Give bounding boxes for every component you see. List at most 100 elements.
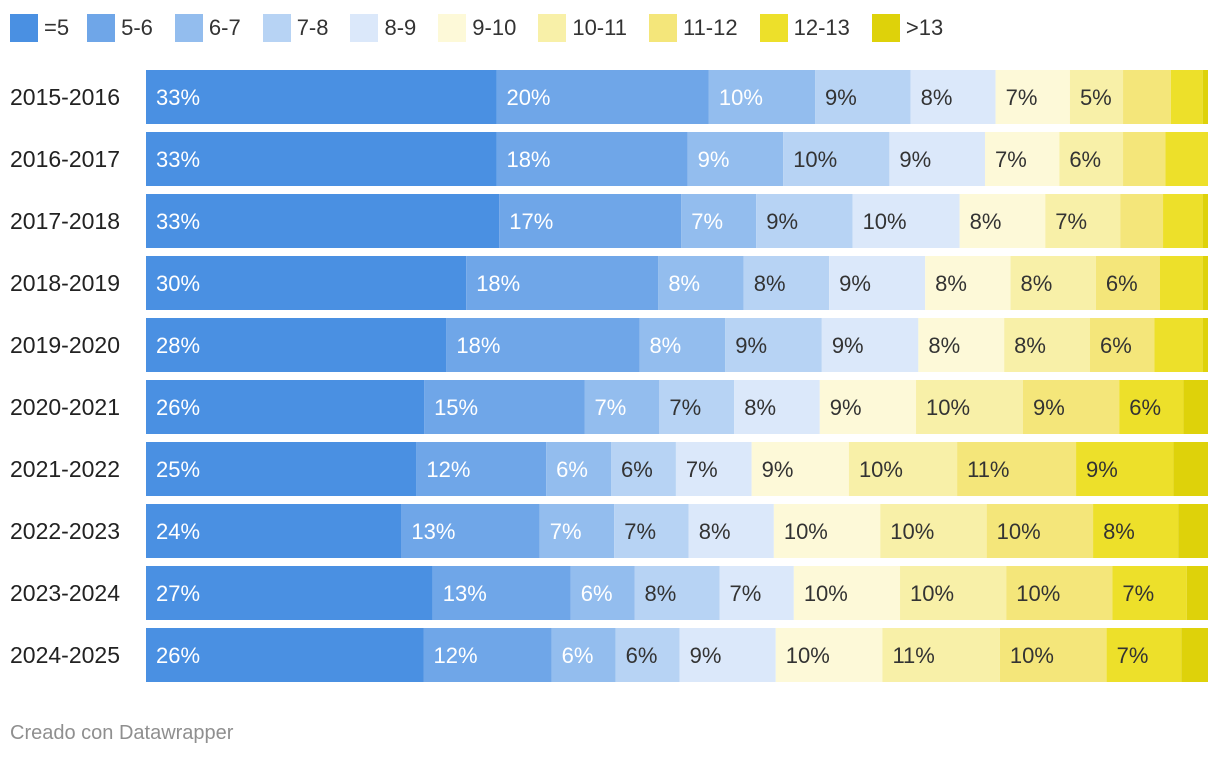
data-label: 30% [156, 271, 200, 296]
data-label: 28% [156, 333, 200, 358]
data-label: 11% [967, 457, 1009, 482]
bar-segment [725, 318, 822, 372]
bar-segment [639, 318, 726, 372]
bar-segment [1022, 380, 1120, 434]
bar-segment [1202, 194, 1208, 248]
legend-label: 11-12 [682, 15, 738, 40]
bar-segment [719, 566, 794, 620]
bar-segment [984, 132, 1060, 186]
bar-segment [1154, 318, 1203, 372]
data-label: 7% [1117, 643, 1149, 668]
data-label: 6% [556, 457, 588, 482]
data-label: 6% [626, 643, 658, 668]
stacked-bar-chart: 2015-2016 33% 20% 10% 9% 8% 7% 5% 2016-2017 33% 18… [10, 70, 1208, 682]
data-label: 8% [928, 333, 960, 358]
bar-segment [1119, 380, 1184, 434]
data-label: 10% [890, 519, 934, 544]
bar-segment [1165, 132, 1208, 186]
bar-segment [1120, 194, 1164, 248]
data-label: 6% [562, 643, 594, 668]
row-label: 2016-2017 [10, 146, 120, 172]
data-label: 7% [1122, 581, 1154, 606]
bar-segment [423, 628, 552, 682]
data-label: 10% [997, 519, 1041, 544]
bar-segment [675, 442, 752, 496]
legend-item: 8-9 [350, 14, 416, 42]
data-label: 9% [762, 457, 794, 482]
bar-segment [146, 380, 425, 434]
bar-segment [584, 380, 660, 434]
row-label: 2021-2022 [10, 456, 120, 482]
bar-segment [1183, 380, 1208, 434]
data-label: 6% [1129, 395, 1161, 420]
bar-segment [773, 504, 881, 558]
data-label: 8% [935, 271, 967, 296]
legend-swatch [262, 14, 291, 42]
bar-segment [1095, 256, 1160, 310]
bar-segment [424, 380, 585, 434]
data-label: 10% [863, 209, 907, 234]
bar-segment [743, 256, 830, 310]
bar-segment [829, 256, 926, 310]
legend-label: 10-11 [572, 15, 627, 40]
data-label: 10% [786, 643, 830, 668]
legend-swatch [438, 14, 467, 42]
data-label: 9% [832, 333, 864, 358]
bar-segment [658, 256, 744, 310]
data-label: 17% [509, 209, 553, 234]
legend-swatch [87, 14, 116, 42]
data-label: 18% [506, 147, 550, 172]
bar-segment [882, 628, 1000, 682]
bar-segment [999, 628, 1107, 682]
data-label: 8% [1021, 271, 1053, 296]
legend-swatch [10, 14, 38, 42]
bar-segment [848, 442, 958, 496]
bar-segment [783, 132, 890, 186]
data-label: 13% [443, 581, 487, 606]
data-label: 8% [744, 395, 776, 420]
data-label: 9% [825, 85, 857, 110]
legend-label: 8-9 [384, 15, 417, 40]
bar-segment [889, 132, 985, 186]
legend-label: 6-7 [208, 15, 241, 40]
data-label: 8% [1014, 333, 1046, 358]
data-label: 10% [1016, 581, 1060, 606]
bar-segment [775, 628, 883, 682]
bar-segment [687, 132, 784, 186]
legend-swatch [871, 14, 900, 42]
data-label: 7% [1055, 209, 1087, 234]
legend-item: 7-8 [262, 14, 329, 42]
bar-segment [1159, 256, 1203, 310]
data-label: 7% [1006, 85, 1038, 110]
data-label: 8% [970, 209, 1002, 234]
row-label: 2015-2016 [10, 84, 120, 110]
legend-item: >13 [871, 14, 944, 42]
bar-segment [1076, 442, 1174, 496]
data-label: 10% [784, 519, 828, 544]
bar-segment [146, 504, 402, 558]
bar-segment [1112, 566, 1187, 620]
bar-segment [1090, 318, 1155, 372]
data-label: 8% [699, 519, 731, 544]
data-label: 7% [686, 457, 718, 482]
bar-segment [466, 256, 659, 310]
legend-swatch [350, 14, 379, 42]
bar-segment [146, 256, 467, 310]
bar-segment [986, 504, 1094, 558]
data-label: 33% [156, 209, 200, 234]
bar-segment [659, 380, 735, 434]
row-label: 2023-2024 [10, 580, 120, 606]
data-label: 10% [719, 85, 763, 110]
data-label: 9% [1086, 457, 1118, 482]
legend-label: 7-8 [296, 15, 329, 40]
row-label: 2022-2023 [10, 518, 120, 544]
bar-segment [852, 194, 960, 248]
credit-footer: Creado con Datawrapper [10, 722, 234, 744]
legend-label: >13 [905, 15, 944, 40]
legend-label: 12-13 [793, 15, 850, 40]
bar-segment [819, 380, 917, 434]
data-label: 7% [594, 395, 626, 420]
bar-segment [900, 566, 1007, 620]
data-label: 26% [156, 643, 200, 668]
bar-segment [918, 318, 1005, 372]
